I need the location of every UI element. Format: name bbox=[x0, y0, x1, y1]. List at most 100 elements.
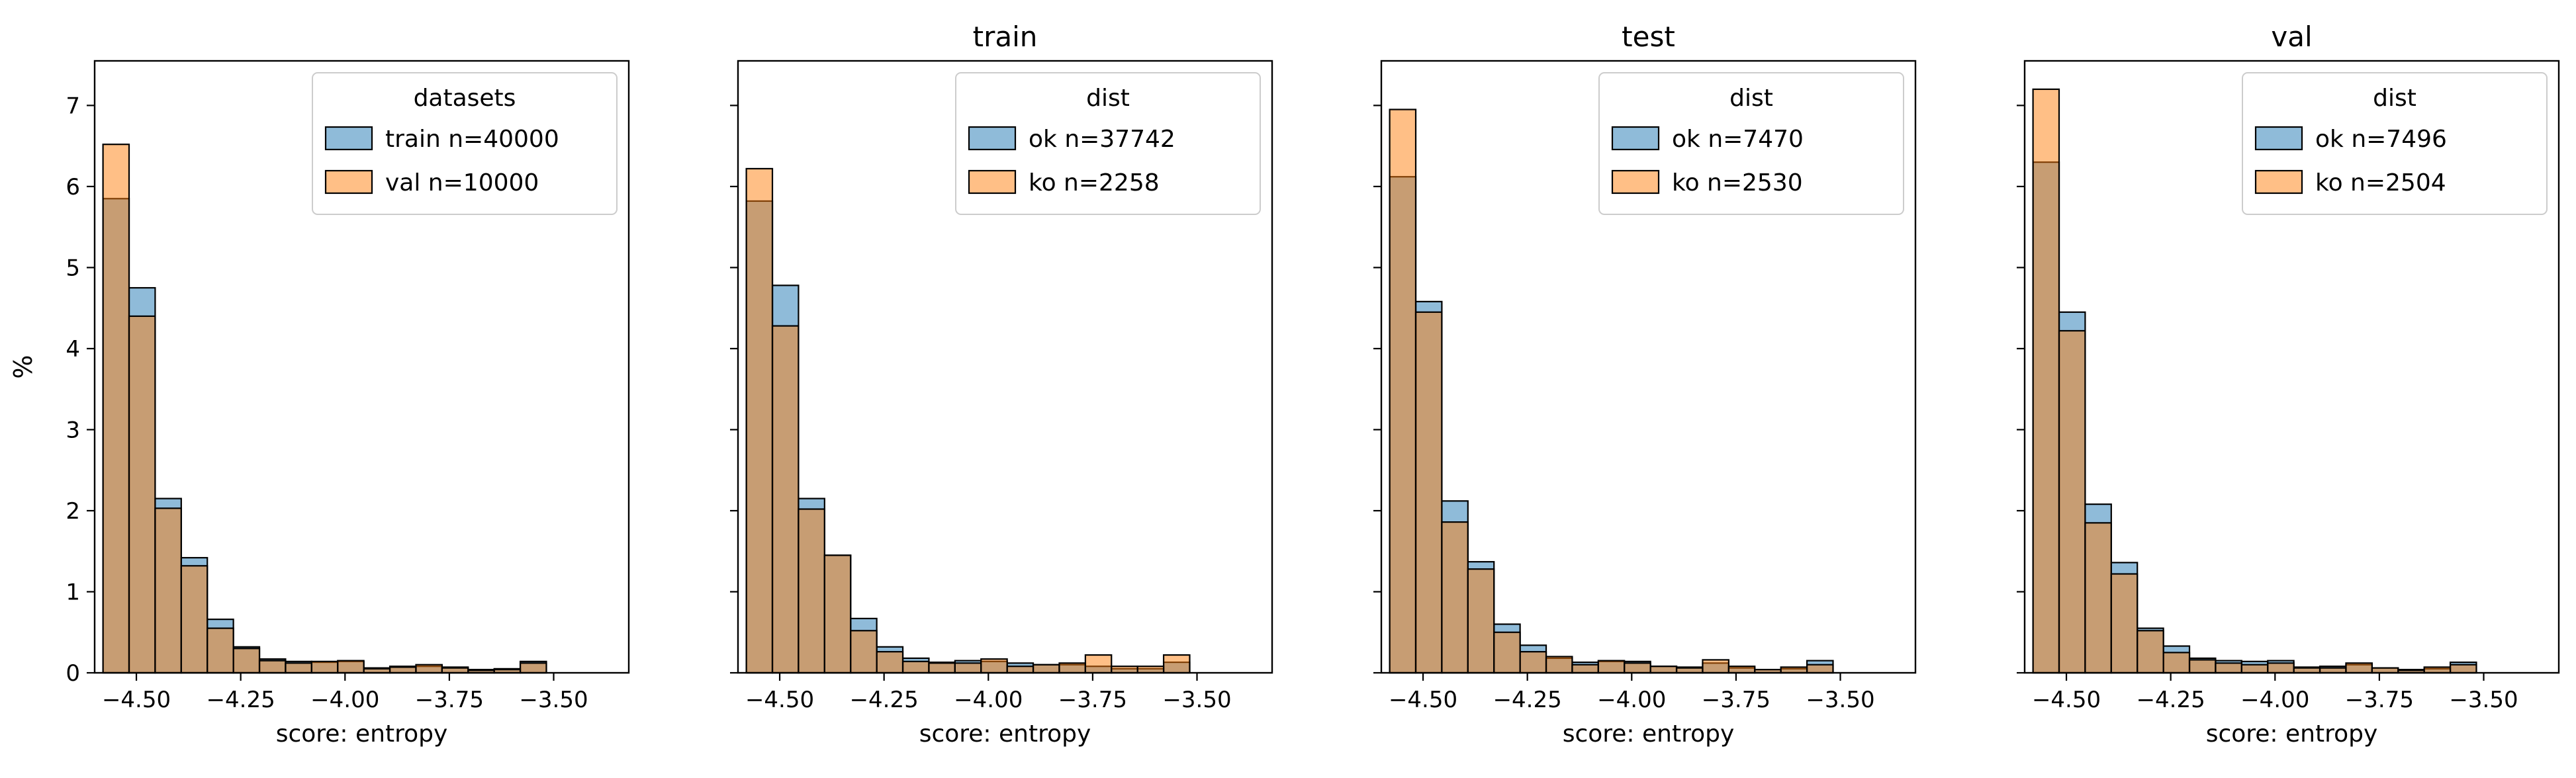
x-tick-label: −4.50 bbox=[2032, 687, 2101, 713]
x-tick-label: −4.00 bbox=[1597, 687, 1666, 713]
panel-title: train bbox=[973, 21, 1038, 53]
histogram-bar bbox=[1058, 662, 1086, 674]
histogram-bar bbox=[2267, 662, 2295, 674]
x-axis-label: score: entropy bbox=[2206, 720, 2378, 748]
histogram-bar bbox=[1493, 631, 1521, 674]
histogram-bar bbox=[2345, 662, 2373, 674]
histogram-bar bbox=[2215, 662, 2242, 674]
histogram-bar bbox=[1136, 666, 1165, 674]
histogram-bar bbox=[823, 554, 852, 674]
legend-title: dist bbox=[1729, 85, 1773, 112]
histogram-bar bbox=[2188, 659, 2217, 674]
legend-entry: ko n=2530 bbox=[1672, 169, 1803, 196]
legend-title: dist bbox=[1086, 85, 1130, 112]
axes-frame bbox=[2023, 60, 2560, 674]
legend-entry: train n=40000 bbox=[385, 126, 559, 153]
histogram-bar bbox=[2084, 522, 2112, 674]
legend-title: datasets bbox=[414, 85, 516, 112]
legend: dist ok n=37742 ko n=2258 bbox=[955, 72, 1261, 215]
histogram-bar bbox=[2449, 664, 2477, 674]
legend-entry: ok n=37742 bbox=[1029, 126, 1175, 153]
histogram-bar bbox=[1624, 662, 1651, 674]
histogram-bar bbox=[928, 662, 956, 674]
legend-swatch bbox=[1611, 126, 1660, 151]
legend-box bbox=[2242, 72, 2548, 215]
x-tick-label: −3.50 bbox=[1806, 687, 1874, 713]
panel-title: test bbox=[1622, 21, 1675, 53]
histogram-bar bbox=[1780, 666, 1808, 674]
x-tick-label: −3.50 bbox=[519, 687, 588, 713]
legend-entry: val n=10000 bbox=[385, 169, 539, 196]
x-axis-label: score: entropy bbox=[919, 720, 1091, 748]
histogram-bar bbox=[102, 144, 130, 674]
panel-3: −4.50 −4.25 −4.00 −3.75 −3.50 score: entropy t… bbox=[1373, 21, 1917, 748]
histogram-bar bbox=[2423, 666, 2452, 674]
y-tick-label: 7 bbox=[66, 93, 80, 119]
legend-swatch bbox=[968, 126, 1017, 151]
histogram-bar bbox=[1545, 656, 1573, 674]
histogram-bar bbox=[798, 508, 825, 674]
histogram-bar bbox=[1467, 568, 1495, 674]
x-tick-label: −4.50 bbox=[745, 687, 814, 713]
x-tick-label: −4.50 bbox=[102, 687, 171, 713]
legend-swatch bbox=[324, 169, 373, 194]
histogram-bar bbox=[771, 325, 800, 674]
x-tick-label: −4.00 bbox=[2240, 687, 2309, 713]
legend-box bbox=[312, 72, 618, 215]
y-tick-label: 2 bbox=[66, 498, 80, 525]
axes-frame bbox=[737, 60, 1273, 674]
legend-swatch bbox=[2254, 169, 2303, 194]
legend-entry: ko n=2258 bbox=[1029, 169, 1160, 196]
histogram-bar bbox=[154, 507, 182, 674]
histogram-bar bbox=[128, 315, 156, 674]
x-tick-label: −3.50 bbox=[2449, 687, 2518, 713]
legend: dist ok n=7470 ko n=2530 bbox=[1598, 72, 1904, 215]
x-tick-label: −3.75 bbox=[415, 687, 484, 713]
x-tick-label: −3.75 bbox=[1702, 687, 1771, 713]
panel-1: −4.50 −4.25 −4.00 −3.75 −3.50 0 1 2 3 4 5 6 7 score: … bbox=[66, 60, 630, 748]
histogram-bar bbox=[1162, 654, 1191, 674]
x-axis-label: score: entropy bbox=[276, 720, 448, 748]
panel-title: val bbox=[2271, 21, 2312, 53]
histogram-bar bbox=[1006, 666, 1035, 674]
histogram-bar bbox=[1702, 659, 1729, 674]
x-tick-label: −4.00 bbox=[310, 687, 379, 713]
histogram-bar bbox=[1519, 651, 1547, 674]
histogram-bar bbox=[1727, 666, 1756, 674]
series-2-bars bbox=[2032, 88, 2477, 674]
histogram-bar bbox=[232, 648, 261, 674]
legend-swatch bbox=[324, 126, 373, 151]
histogram-bar bbox=[337, 660, 365, 674]
axes-frame bbox=[1380, 60, 1917, 674]
histogram-bar bbox=[310, 660, 339, 674]
legend-entry: ok n=7470 bbox=[1672, 126, 1804, 153]
histogram-bar bbox=[285, 662, 312, 674]
histogram-bar bbox=[1084, 654, 1113, 674]
histogram-bar bbox=[258, 660, 287, 674]
legend: datasets train n=40000 val n=10000 bbox=[312, 72, 618, 215]
histogram-bar bbox=[389, 666, 417, 674]
y-tick-label: 0 bbox=[66, 660, 80, 687]
legend-box bbox=[1598, 72, 1904, 215]
y-tick-label: 4 bbox=[66, 336, 80, 363]
histogram-bar bbox=[1389, 108, 1417, 674]
panel-4: −4.50 −4.25 −4.00 −3.75 −3.50 score: entropy v… bbox=[2017, 21, 2560, 748]
histogram-bar bbox=[1441, 521, 1469, 674]
histogram-bar bbox=[980, 658, 1008, 674]
histogram-bar bbox=[1806, 664, 1834, 674]
x-tick-label: −3.75 bbox=[2345, 687, 2414, 713]
histogram-bar bbox=[180, 565, 208, 674]
x-tick-label: −4.25 bbox=[850, 687, 919, 713]
x-tick-label: −3.75 bbox=[1058, 687, 1127, 713]
y-axis-label: % bbox=[9, 355, 38, 378]
histogram-bar bbox=[1032, 664, 1060, 674]
x-tick-label: −4.25 bbox=[207, 687, 275, 713]
series-2-bars bbox=[102, 144, 547, 674]
histogram-bar bbox=[1649, 666, 1678, 674]
x-tick-label: −4.25 bbox=[1493, 687, 1562, 713]
histogram-bar bbox=[850, 630, 878, 674]
histogram-bar bbox=[207, 627, 234, 674]
y-tick-label: 3 bbox=[66, 417, 80, 443]
x-axis-label: score: entropy bbox=[1563, 720, 1735, 748]
